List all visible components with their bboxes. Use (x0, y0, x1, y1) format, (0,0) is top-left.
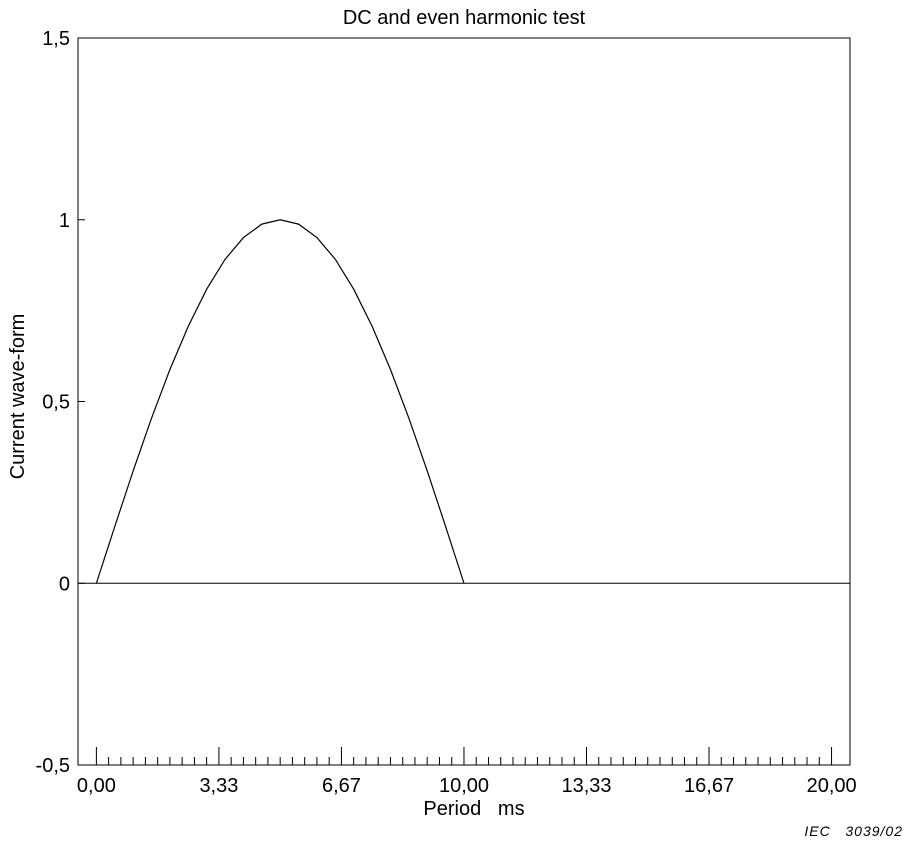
y-ticks: -0,5 0 0,5 1 1,5 (36, 28, 85, 777)
y-tick-label: 0,5 (42, 392, 70, 414)
x-ticks: 0,00 3,33 6,67 10,00 13,33 16,67 20,00 (77, 747, 857, 797)
x-tick-label: 20,00 (807, 775, 857, 797)
x-axis-label: Period ms (423, 798, 524, 820)
y-tick-label: 1,5 (42, 28, 70, 50)
y-tick-label: -0,5 (36, 755, 70, 777)
x-tick-label: 3,33 (199, 775, 238, 797)
series-line (95, 219, 465, 584)
x-tick-label: 6,67 (322, 775, 361, 797)
x-tick-label: 16,67 (684, 775, 734, 797)
y-tick-label: 1 (59, 210, 70, 232)
x-tick-label: 10,00 (439, 775, 489, 797)
y-axis-label: Current wave-form (7, 314, 29, 480)
chart-title: DC and even harmonic test (343, 7, 586, 29)
x-tick-label: 0,00 (77, 775, 116, 797)
figure-caption: IEC 3039/02 (804, 823, 903, 839)
x-tick-label: 13,33 (561, 775, 611, 797)
plot-frame (77, 37, 851, 766)
y-tick-label: 0 (59, 573, 70, 595)
